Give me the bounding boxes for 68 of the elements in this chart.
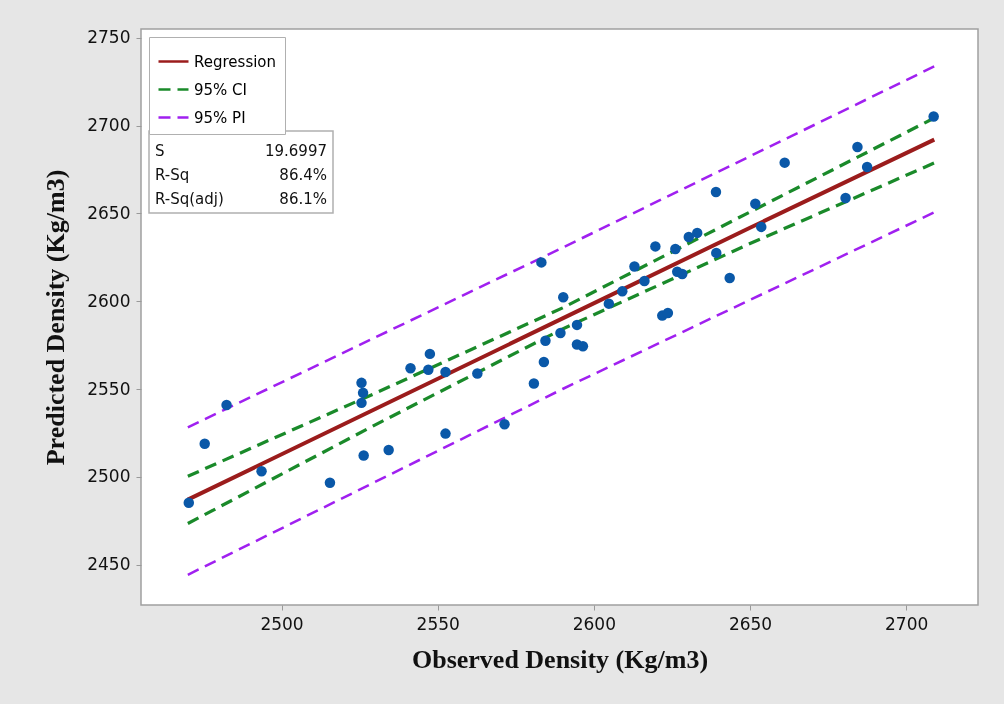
- annotation: S: [155, 142, 165, 160]
- point: [440, 428, 451, 439]
- point: [356, 377, 367, 389]
- point: [662, 307, 674, 319]
- x-tick-label: 2600: [572, 613, 616, 634]
- x-axis-title: Observed Density (Kg/m3): [411, 644, 709, 674]
- point: [571, 319, 583, 331]
- point: [677, 268, 688, 280]
- legend-label: 95% CI: [194, 80, 248, 99]
- annotation: R-Sq: [155, 166, 190, 184]
- point: [536, 257, 547, 268]
- point: [405, 363, 416, 374]
- point: [324, 477, 336, 489]
- point: [756, 221, 767, 233]
- y-tick-label: 2550: [87, 378, 131, 399]
- annotation: R-Sq(adj): [155, 190, 224, 208]
- x-tick-label: 2700: [885, 613, 929, 634]
- annotation: 86.4%: [279, 166, 327, 184]
- annotation: 86.1%: [279, 190, 327, 208]
- point: [256, 465, 267, 477]
- legend-label: 95% PI: [194, 108, 246, 127]
- point: [710, 186, 722, 198]
- point: [724, 272, 735, 284]
- point: [928, 111, 939, 122]
- point: [650, 241, 661, 252]
- point: [358, 450, 369, 461]
- point: [383, 444, 394, 456]
- point: [528, 378, 540, 389]
- point: [499, 419, 510, 430]
- point: [683, 231, 695, 243]
- point: [577, 341, 589, 352]
- y-tick-label: 2750: [87, 27, 131, 48]
- y-tick-label: 2450: [87, 554, 131, 575]
- point: [852, 141, 863, 153]
- point: [472, 368, 483, 379]
- point: [779, 157, 790, 168]
- point: [540, 335, 551, 346]
- point: [558, 292, 569, 303]
- y-tick-label: 2600: [87, 290, 131, 311]
- point: [629, 261, 640, 272]
- point: [750, 198, 761, 209]
- y-tick-label: 2500: [87, 466, 131, 487]
- x-tick-label: 2650: [728, 613, 773, 634]
- point: [183, 497, 195, 509]
- point: [199, 438, 210, 450]
- point: [603, 298, 615, 309]
- point: [440, 366, 451, 378]
- point: [555, 327, 566, 339]
- y-tick-label: 2700: [87, 115, 131, 136]
- annotation: 19.6997: [264, 142, 327, 160]
- legend-label: Regression: [194, 52, 277, 71]
- point: [538, 356, 550, 368]
- point: [617, 286, 628, 297]
- point: [711, 247, 722, 259]
- point: [840, 192, 851, 204]
- point: [670, 243, 681, 255]
- point: [357, 387, 369, 399]
- point: [639, 275, 650, 287]
- point: [861, 161, 873, 173]
- y-axis-title: Predicted Density (Kg/m3): [41, 169, 71, 466]
- point: [221, 399, 232, 411]
- x-tick-label: 2500: [260, 613, 304, 634]
- y-tick-label: 2650: [87, 202, 131, 223]
- point: [691, 227, 703, 239]
- point: [424, 348, 436, 360]
- point: [423, 364, 434, 375]
- point: [356, 397, 367, 409]
- x-tick-label: 2550: [416, 613, 460, 634]
